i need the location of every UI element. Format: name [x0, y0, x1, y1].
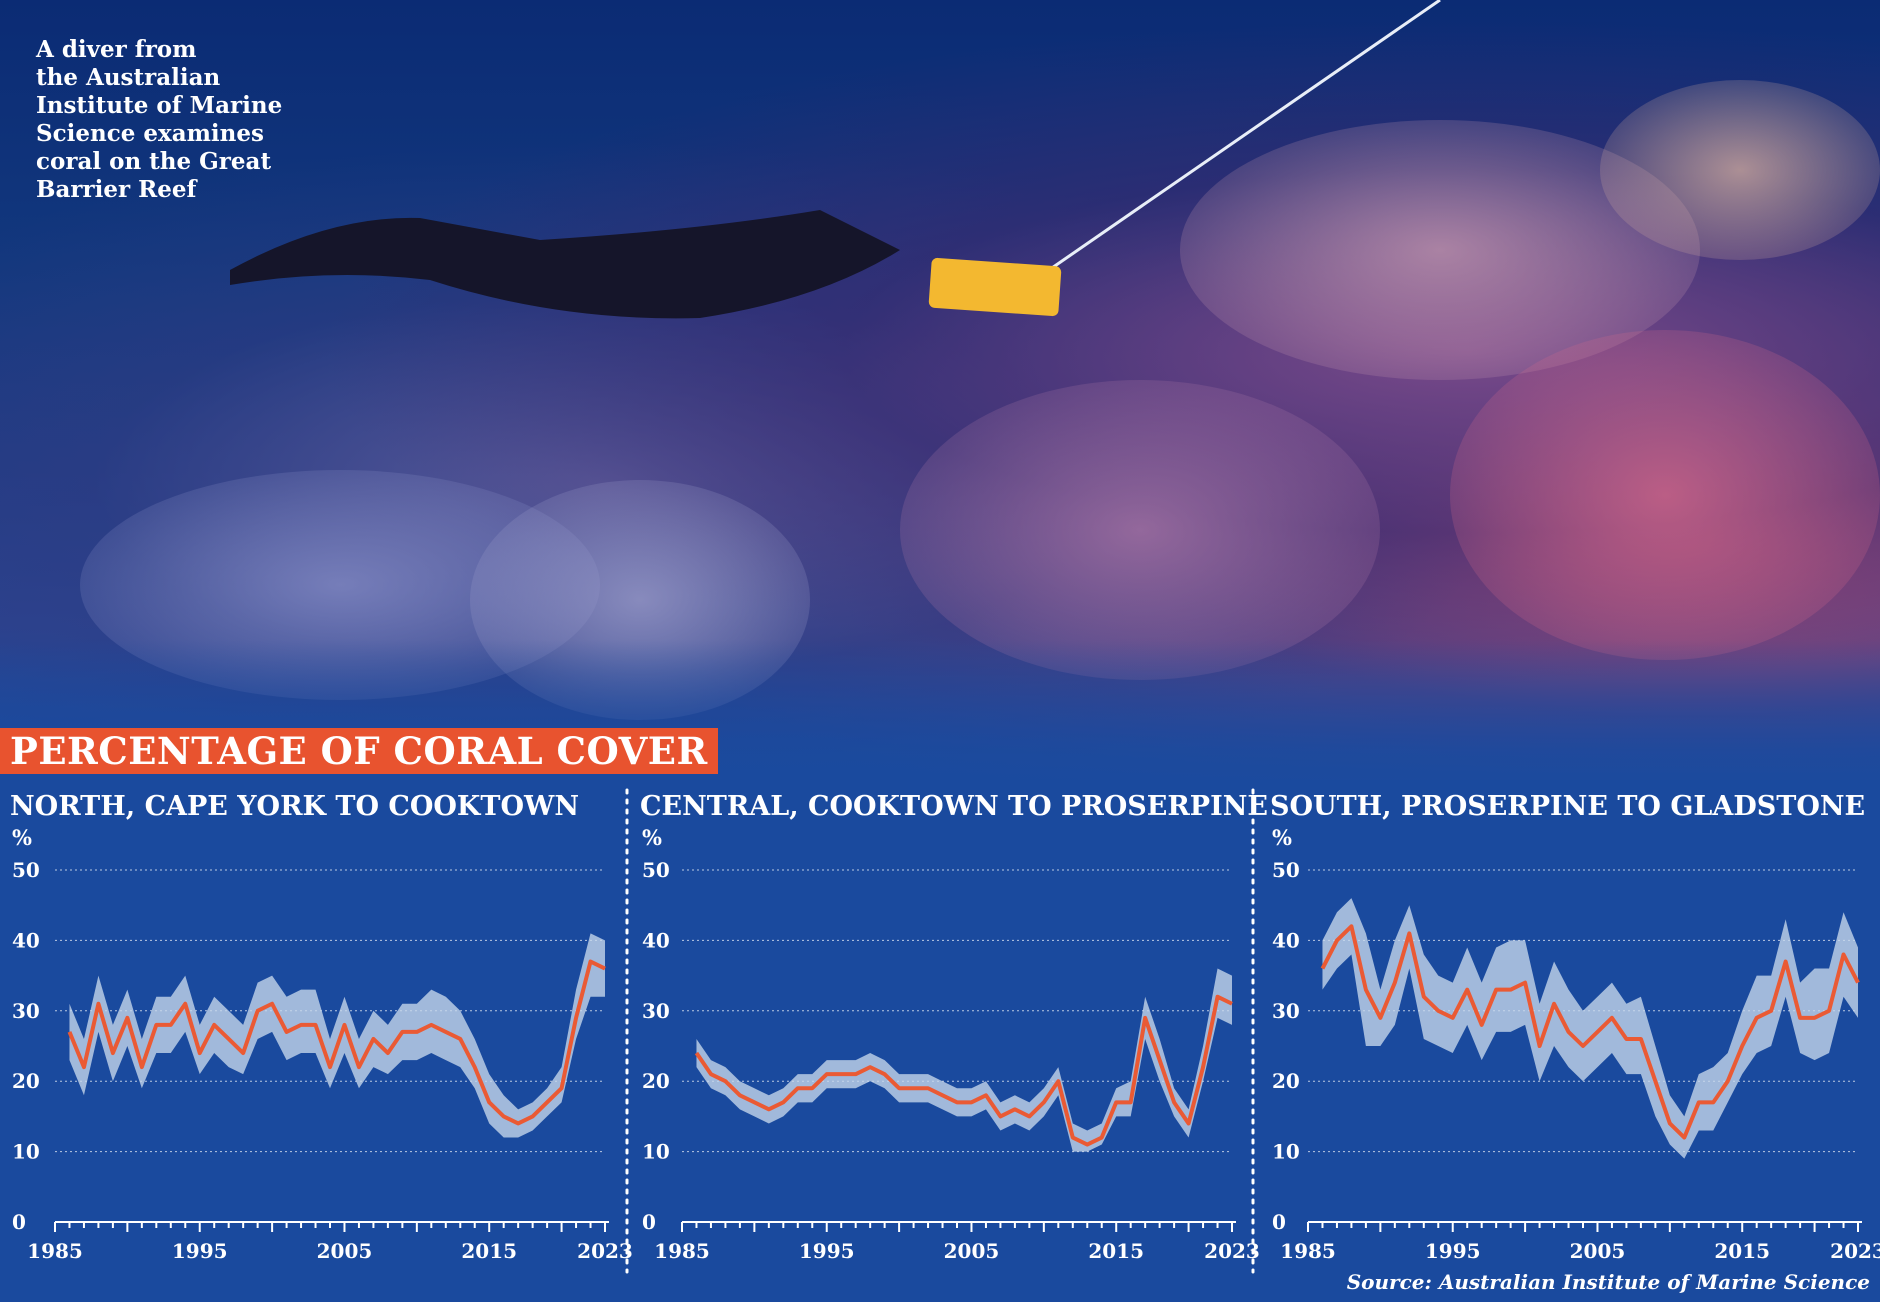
diver-illustration	[230, 0, 1441, 319]
y-tick-label: 40	[1272, 928, 1300, 952]
y-tick-label: 10	[642, 1140, 670, 1164]
photo-caption: A diver from the Australian Institute of…	[36, 36, 283, 203]
y-tick-label: 50	[12, 858, 40, 882]
y-tick-label: 20	[1272, 1069, 1300, 1093]
y-tick-label: 20	[12, 1069, 40, 1093]
x-tick-label: 2023	[1204, 1239, 1260, 1263]
x-tick-label: 2005	[944, 1239, 1000, 1263]
chart-panel-1: NORTH, CAPE YORK TO COOKTOWN% 0 10 20 30 40 50…	[10, 791, 633, 1263]
coral-cover-line	[67, 959, 606, 1126]
chart-title: NORTH, CAPE YORK TO COOKTOWN	[10, 791, 579, 822]
y-tick-label: 0	[1272, 1210, 1286, 1234]
x-tick-label: 2023	[1830, 1239, 1880, 1263]
coral-cover-line	[694, 994, 1233, 1147]
diver-silhouette	[230, 210, 900, 319]
coral-shape	[1600, 80, 1880, 260]
y-tick-label: 0	[642, 1210, 656, 1234]
y-tick-label: 50	[1272, 858, 1300, 882]
x-tick-label: 1995	[172, 1239, 228, 1263]
source-note: Source: Australian Institute of Marine S…	[1346, 1270, 1870, 1294]
y-tick-label: 20	[642, 1069, 670, 1093]
y-tick-label: 40	[642, 928, 670, 952]
coral-shape	[1450, 330, 1880, 660]
survey-board	[928, 257, 1062, 317]
y-axis-label: %	[1272, 825, 1292, 850]
chart-title: SOUTH, PROSERPINE TO GLADSTONE	[1270, 791, 1865, 822]
coral-shape	[900, 380, 1380, 680]
y-tick-label: 30	[642, 999, 670, 1023]
x-tick-label: 1995	[799, 1239, 855, 1263]
y-tick-label: 10	[12, 1140, 40, 1164]
x-tick-label: 1985	[27, 1239, 83, 1263]
chart-banner-title: PERCENTAGE OF CORAL COVER	[0, 728, 718, 774]
confidence-band	[696, 968, 1232, 1152]
rope-line	[1019, 0, 1441, 292]
y-axis-label: %	[12, 825, 32, 850]
y-tick-label: 40	[12, 928, 40, 952]
confidence-band	[69, 933, 605, 1138]
x-tick-label: 2005	[317, 1239, 373, 1263]
chart-title: CENTRAL, COOKTOWN TO PROSERPINE	[640, 791, 1268, 822]
y-axis-label: %	[642, 825, 662, 850]
x-tick-label: 2005	[1570, 1239, 1626, 1263]
chart-panel-3: SOUTH, PROSERPINE TO GLADSTONE% 0 10 20 30 40…	[1270, 791, 1880, 1263]
x-tick-label: 2015	[461, 1239, 517, 1263]
x-tick-label: 2015	[1088, 1239, 1144, 1263]
y-tick-label: 30	[1272, 999, 1300, 1023]
x-tick-label: 2015	[1714, 1239, 1770, 1263]
y-tick-label: 30	[12, 999, 40, 1023]
y-tick-label: 10	[1272, 1140, 1300, 1164]
confidence-band	[1322, 898, 1858, 1159]
chart-panel-2: CENTRAL, COOKTOWN TO PROSERPINE% 0 10 20 30 4…	[640, 791, 1268, 1263]
x-tick-label: 1985	[1280, 1239, 1336, 1263]
x-tick-label: 2023	[577, 1239, 633, 1263]
y-tick-label: 0	[12, 1210, 26, 1234]
coral-cover-line	[1320, 924, 1860, 1140]
x-tick-label: 1985	[654, 1239, 710, 1263]
x-tick-label: 1995	[1425, 1239, 1481, 1263]
y-tick-label: 50	[642, 858, 670, 882]
